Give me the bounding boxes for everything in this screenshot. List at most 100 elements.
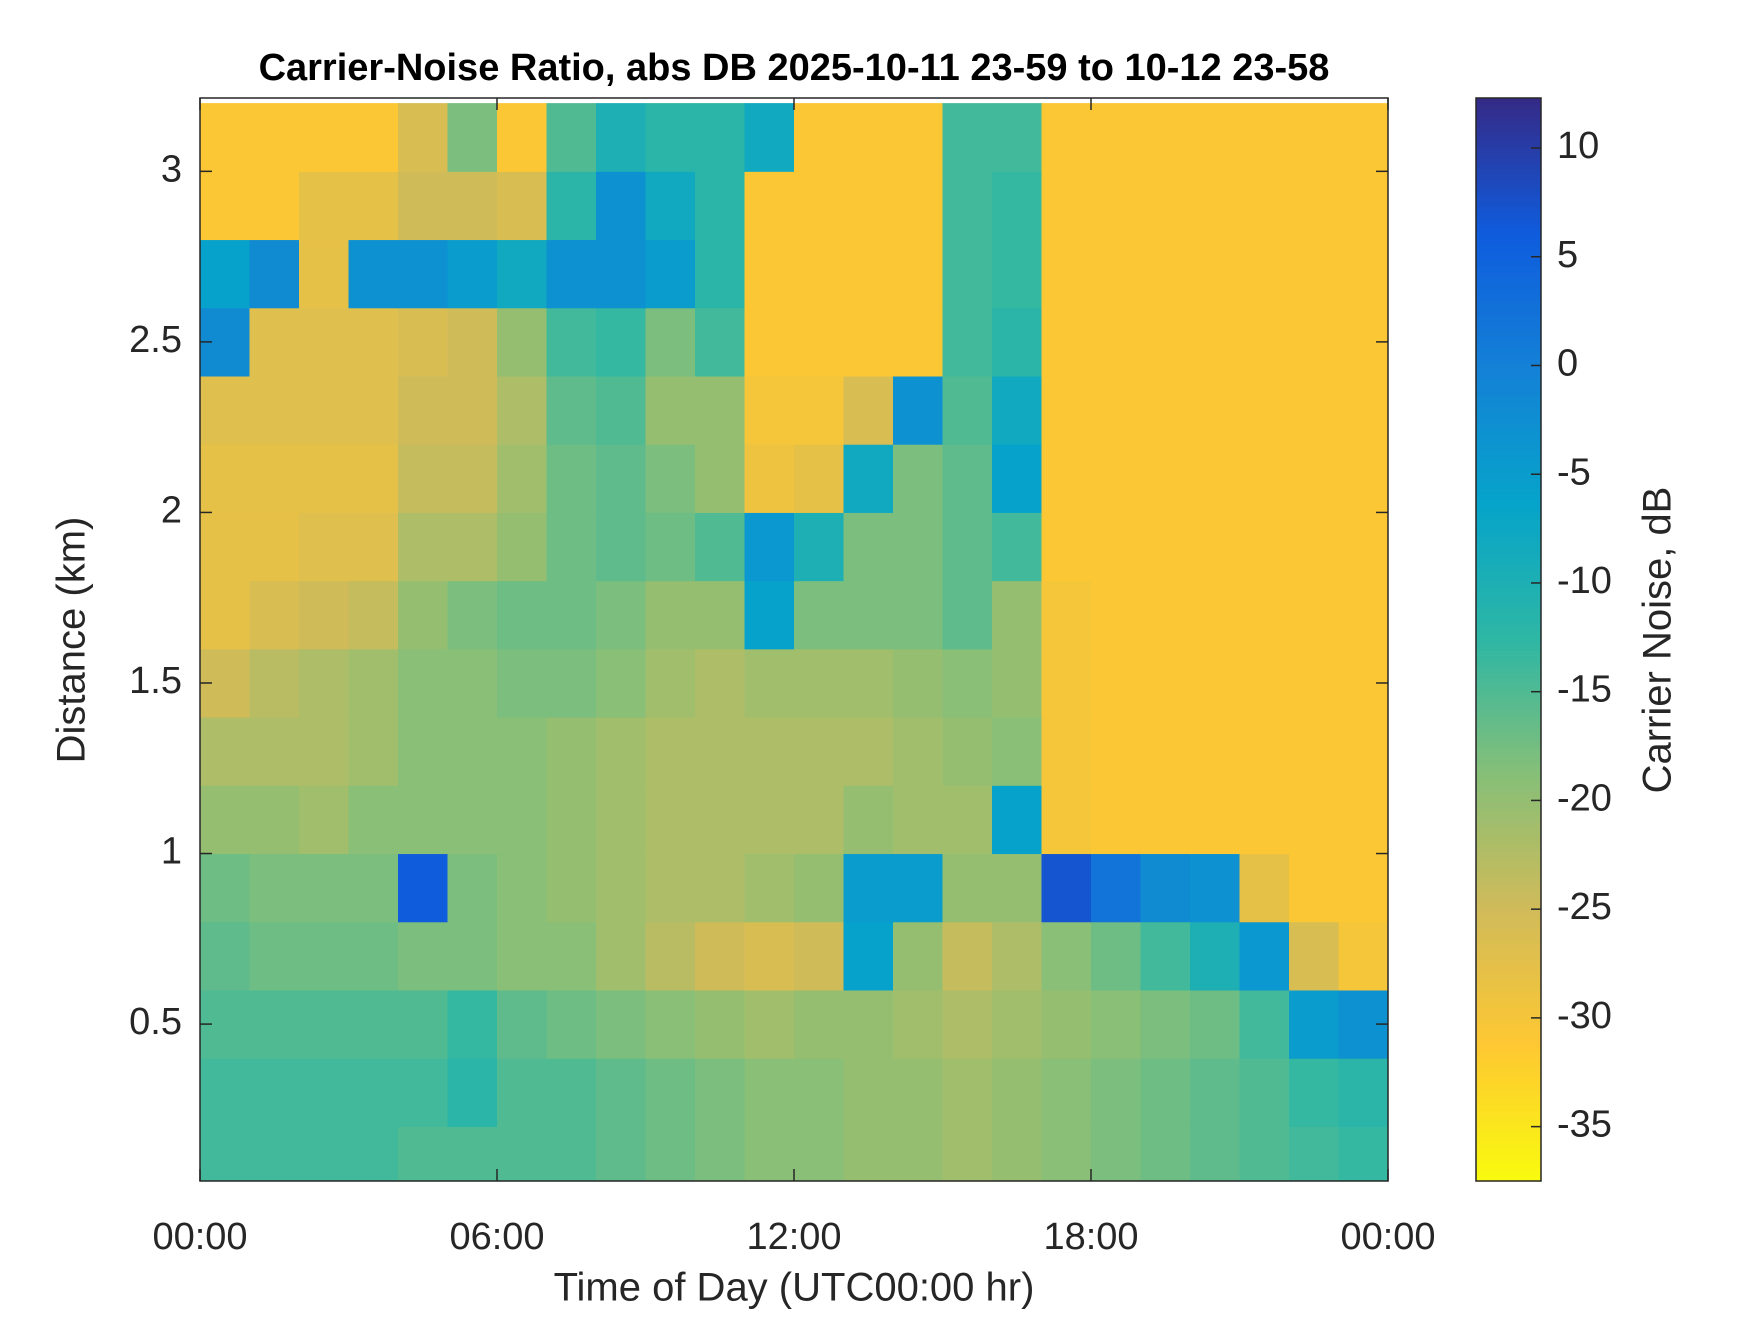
colorbar-swatch xyxy=(1476,1023,1541,1030)
colorbar-swatch xyxy=(1476,888,1541,895)
heatmap-cell xyxy=(249,580,300,650)
colorbar-swatch xyxy=(1476,341,1541,348)
colorbar-swatch xyxy=(1476,601,1541,608)
colorbar-swatch xyxy=(1476,222,1541,229)
colorbar-swatch xyxy=(1476,877,1541,884)
heatmap-cell xyxy=(299,375,349,445)
colorbar-swatch xyxy=(1476,894,1541,901)
colorbar-swatch xyxy=(1476,135,1541,142)
heatmap-cell xyxy=(1190,853,1240,923)
heatmap-cell xyxy=(942,307,993,377)
heatmap-cell xyxy=(1091,444,1141,513)
heatmap-cell xyxy=(398,307,448,377)
colorbar-swatch xyxy=(1476,607,1541,614)
heatmap-cell xyxy=(1289,853,1339,923)
heatmap-cell xyxy=(447,785,498,855)
heatmap-cell xyxy=(447,648,498,718)
heatmap-cell xyxy=(695,444,745,513)
heatmap-cell xyxy=(1091,989,1141,1059)
heatmap-cell xyxy=(992,717,1042,786)
colorbar-swatch xyxy=(1476,1099,1541,1106)
colorbar-swatch xyxy=(1476,190,1541,197)
heatmap-cell xyxy=(1239,580,1290,650)
heatmap-cell xyxy=(893,717,943,786)
heatmap-cell xyxy=(942,717,993,786)
heatmap-cell xyxy=(348,444,399,513)
heatmap-cell xyxy=(1239,989,1290,1059)
heatmap-cell xyxy=(299,444,349,513)
heatmap-cell xyxy=(398,921,448,991)
heatmap-cell xyxy=(447,921,498,991)
heatmap-cell xyxy=(348,648,399,718)
heatmap-cell xyxy=(992,648,1042,718)
heatmap-cell xyxy=(1239,648,1290,718)
heatmap-cell xyxy=(1338,853,1388,923)
x-tick-label: 00:00 xyxy=(1340,1216,1435,1258)
colorbar-swatch xyxy=(1476,184,1541,191)
heatmap-cell xyxy=(1041,375,1092,445)
heatmap-cell xyxy=(546,307,597,377)
heatmap-cell xyxy=(893,375,943,445)
heatmap-cell xyxy=(348,921,399,991)
heatmap-cell xyxy=(893,921,943,991)
colorbar-swatch xyxy=(1476,444,1541,451)
heatmap-cell xyxy=(200,921,250,991)
heatmap-cell xyxy=(992,853,1042,923)
heatmap-cell xyxy=(893,444,943,513)
heatmap-cell xyxy=(1140,989,1191,1059)
colorbar-swatch xyxy=(1476,314,1541,321)
heatmap-cell xyxy=(843,307,894,377)
heatmap-cell xyxy=(1140,580,1191,650)
heatmap-cell xyxy=(1041,1058,1092,1127)
colorbar-swatch xyxy=(1476,1072,1541,1079)
colorbar-swatch xyxy=(1476,1148,1541,1155)
heatmap-cell xyxy=(1239,512,1290,582)
heatmap-cell xyxy=(1091,239,1141,309)
heatmap-cell xyxy=(695,648,745,718)
colorbar-swatch xyxy=(1476,303,1541,310)
colorbar-swatch xyxy=(1476,796,1541,803)
colorbar-swatch xyxy=(1476,1067,1541,1074)
heatmap-cell xyxy=(596,989,646,1059)
heatmap-cell xyxy=(1289,103,1339,172)
colorbar-frame xyxy=(1475,97,1542,1182)
colorbar-swatch xyxy=(1476,671,1541,679)
colorbar-swatch xyxy=(1476,1153,1541,1160)
heatmap-cell xyxy=(497,103,547,172)
heatmap-cell xyxy=(447,989,498,1059)
heatmap-cell xyxy=(1091,375,1141,445)
heatmap-cell xyxy=(348,580,399,650)
colorbar-swatch xyxy=(1476,336,1541,343)
heatmap-cell xyxy=(299,989,349,1059)
colorbar-tick-label: -25 xyxy=(1557,886,1612,928)
heatmap-cell xyxy=(299,853,349,923)
heatmap-cell xyxy=(942,239,993,309)
heatmap-cell xyxy=(843,1126,894,1181)
heatmap-cell xyxy=(1190,1058,1240,1127)
heatmap-cell xyxy=(1140,307,1191,377)
heatmap-cell xyxy=(1239,444,1290,513)
heatmap-cell xyxy=(942,512,993,582)
colorbar-swatch xyxy=(1476,839,1541,846)
heatmap-cell xyxy=(645,648,696,718)
heatmap-cell xyxy=(744,171,795,241)
heatmap-cell xyxy=(596,375,646,445)
colorbar-swatch xyxy=(1476,699,1541,706)
heatmap-cell xyxy=(497,785,547,855)
heatmap-cell xyxy=(645,989,696,1059)
heatmap-cell xyxy=(744,103,795,172)
heatmap-cell xyxy=(200,1058,250,1127)
x-tick-label: 06:00 xyxy=(449,1216,544,1258)
colorbar-swatch xyxy=(1476,926,1541,933)
heatmap-cell xyxy=(843,989,894,1059)
colorbar-swatch xyxy=(1476,937,1541,944)
heatmap-cell xyxy=(794,1058,844,1127)
heatmap-cell xyxy=(893,580,943,650)
colorbar-swatch xyxy=(1476,980,1541,987)
heatmap-cell xyxy=(249,1126,300,1181)
colorbar-swatch xyxy=(1476,1088,1541,1095)
colorbar-swatch xyxy=(1476,704,1541,711)
heatmap-cell xyxy=(1091,171,1141,241)
colorbar-swatch xyxy=(1476,401,1541,408)
colorbar-swatch xyxy=(1476,644,1541,651)
